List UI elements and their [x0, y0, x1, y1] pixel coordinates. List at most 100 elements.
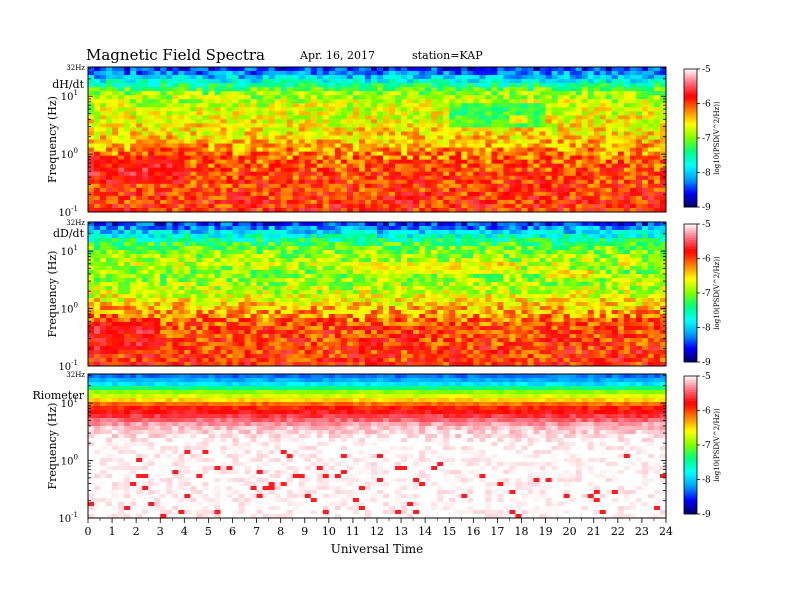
heatmap-cell — [431, 262, 438, 267]
y-tick-label: 101 — [61, 89, 78, 103]
heatmap-cell — [184, 242, 191, 247]
heatmap-cell — [509, 143, 516, 148]
heatmap-cell — [449, 171, 456, 177]
heatmap-cell — [310, 111, 318, 116]
heatmap-cell — [190, 187, 197, 193]
heatmap-cell — [118, 147, 125, 152]
heatmap-cell — [533, 179, 540, 185]
heatmap-cell — [124, 195, 131, 201]
heatmap-cell — [262, 191, 270, 197]
y-tick-label: 100 — [61, 147, 78, 161]
heatmap-cell — [599, 242, 607, 247]
heatmap-cell — [461, 238, 468, 243]
heatmap-cell — [268, 155, 276, 161]
heatmap-cell — [593, 238, 601, 243]
heatmap-cell — [262, 103, 270, 108]
heatmap-cell — [358, 234, 366, 239]
heatmap-cell — [485, 155, 492, 161]
heatmap-cell — [377, 71, 384, 76]
heatmap-cell — [443, 175, 450, 181]
heatmap-cell — [491, 143, 498, 148]
heatmap-cell — [551, 167, 559, 173]
heatmap-cell — [100, 123, 107, 128]
heatmap-cell — [635, 99, 643, 104]
heatmap-cell — [304, 171, 312, 177]
heatmap-cell — [256, 226, 263, 231]
heatmap-cell — [160, 274, 167, 279]
heatmap-cell — [617, 266, 625, 271]
heatmap-cell — [575, 250, 583, 255]
heatmap-cell — [437, 222, 444, 227]
heatmap-cell — [521, 222, 528, 227]
heatmap-cell — [383, 127, 390, 132]
heatmap-cell — [569, 67, 577, 72]
heatmap-cell — [653, 262, 661, 267]
heatmap-cell — [551, 258, 559, 263]
heatmap-cell — [88, 111, 95, 116]
heatmap-cell — [172, 175, 179, 181]
heatmap-cell — [623, 230, 631, 235]
heatmap-cell — [491, 151, 498, 157]
heatmap-cell — [527, 254, 534, 259]
heatmap-cell — [497, 207, 504, 213]
heatmap-cell — [364, 254, 372, 259]
heatmap-cell — [599, 191, 607, 197]
heatmap-cell — [214, 111, 221, 116]
heatmap-cell — [106, 282, 113, 287]
heatmap-cell — [509, 67, 516, 72]
heatmap-cell — [521, 270, 528, 275]
heatmap-cell — [340, 195, 348, 201]
heatmap-cell — [346, 274, 354, 279]
heatmap-cell — [292, 119, 300, 124]
heatmap-cell — [635, 119, 643, 124]
heatmap-cell — [599, 131, 607, 136]
heatmap-cell — [130, 195, 137, 201]
heatmap-cell — [605, 246, 613, 251]
heatmap-cell — [178, 226, 185, 231]
heatmap-cell — [148, 75, 155, 80]
heatmap-cell — [605, 159, 613, 165]
heatmap-cell — [178, 95, 185, 100]
heatmap-cell — [118, 123, 125, 128]
heatmap-cell — [437, 242, 444, 247]
heatmap-cell — [100, 207, 107, 213]
heatmap-cell — [617, 254, 625, 259]
heatmap-cell — [250, 143, 257, 148]
heatmap-cell — [358, 103, 366, 108]
heatmap-cell — [647, 171, 655, 177]
heatmap-cell — [106, 222, 113, 227]
heatmap-cell — [196, 171, 203, 177]
heatmap-cell — [617, 87, 625, 92]
heatmap-cell — [328, 258, 336, 263]
heatmap-cell — [358, 115, 366, 120]
heatmap-cell — [190, 270, 197, 275]
heatmap-cell — [413, 95, 420, 100]
heatmap-cell — [515, 207, 522, 213]
heatmap-cell — [196, 175, 203, 181]
heatmap-cell — [515, 123, 522, 128]
heatmap-cell — [292, 254, 300, 259]
heatmap-cell — [292, 270, 300, 275]
heatmap-cell — [383, 95, 390, 100]
heatmap-cell — [587, 79, 595, 84]
heatmap-cell — [190, 282, 197, 287]
heatmap-cell — [437, 266, 444, 271]
heatmap-cell — [268, 143, 276, 148]
heatmap-cell — [563, 67, 571, 72]
heatmap-cell — [587, 139, 595, 144]
heatmap-cell — [551, 103, 559, 108]
heatmap-cell — [461, 147, 468, 152]
heatmap-cell — [587, 199, 595, 205]
heatmap-cell — [244, 242, 251, 247]
heatmap-cell — [322, 103, 330, 108]
heatmap-cell — [334, 230, 342, 235]
heatmap-cell — [407, 71, 414, 76]
heatmap-cell — [485, 135, 492, 140]
heatmap-cell — [172, 203, 179, 209]
heatmap-cell — [238, 139, 245, 144]
heatmap-cell — [274, 111, 282, 116]
heatmap-cell — [395, 199, 402, 205]
heatmap-cell — [581, 67, 589, 72]
heatmap-cell — [623, 207, 631, 213]
heatmap-cell — [238, 187, 245, 193]
